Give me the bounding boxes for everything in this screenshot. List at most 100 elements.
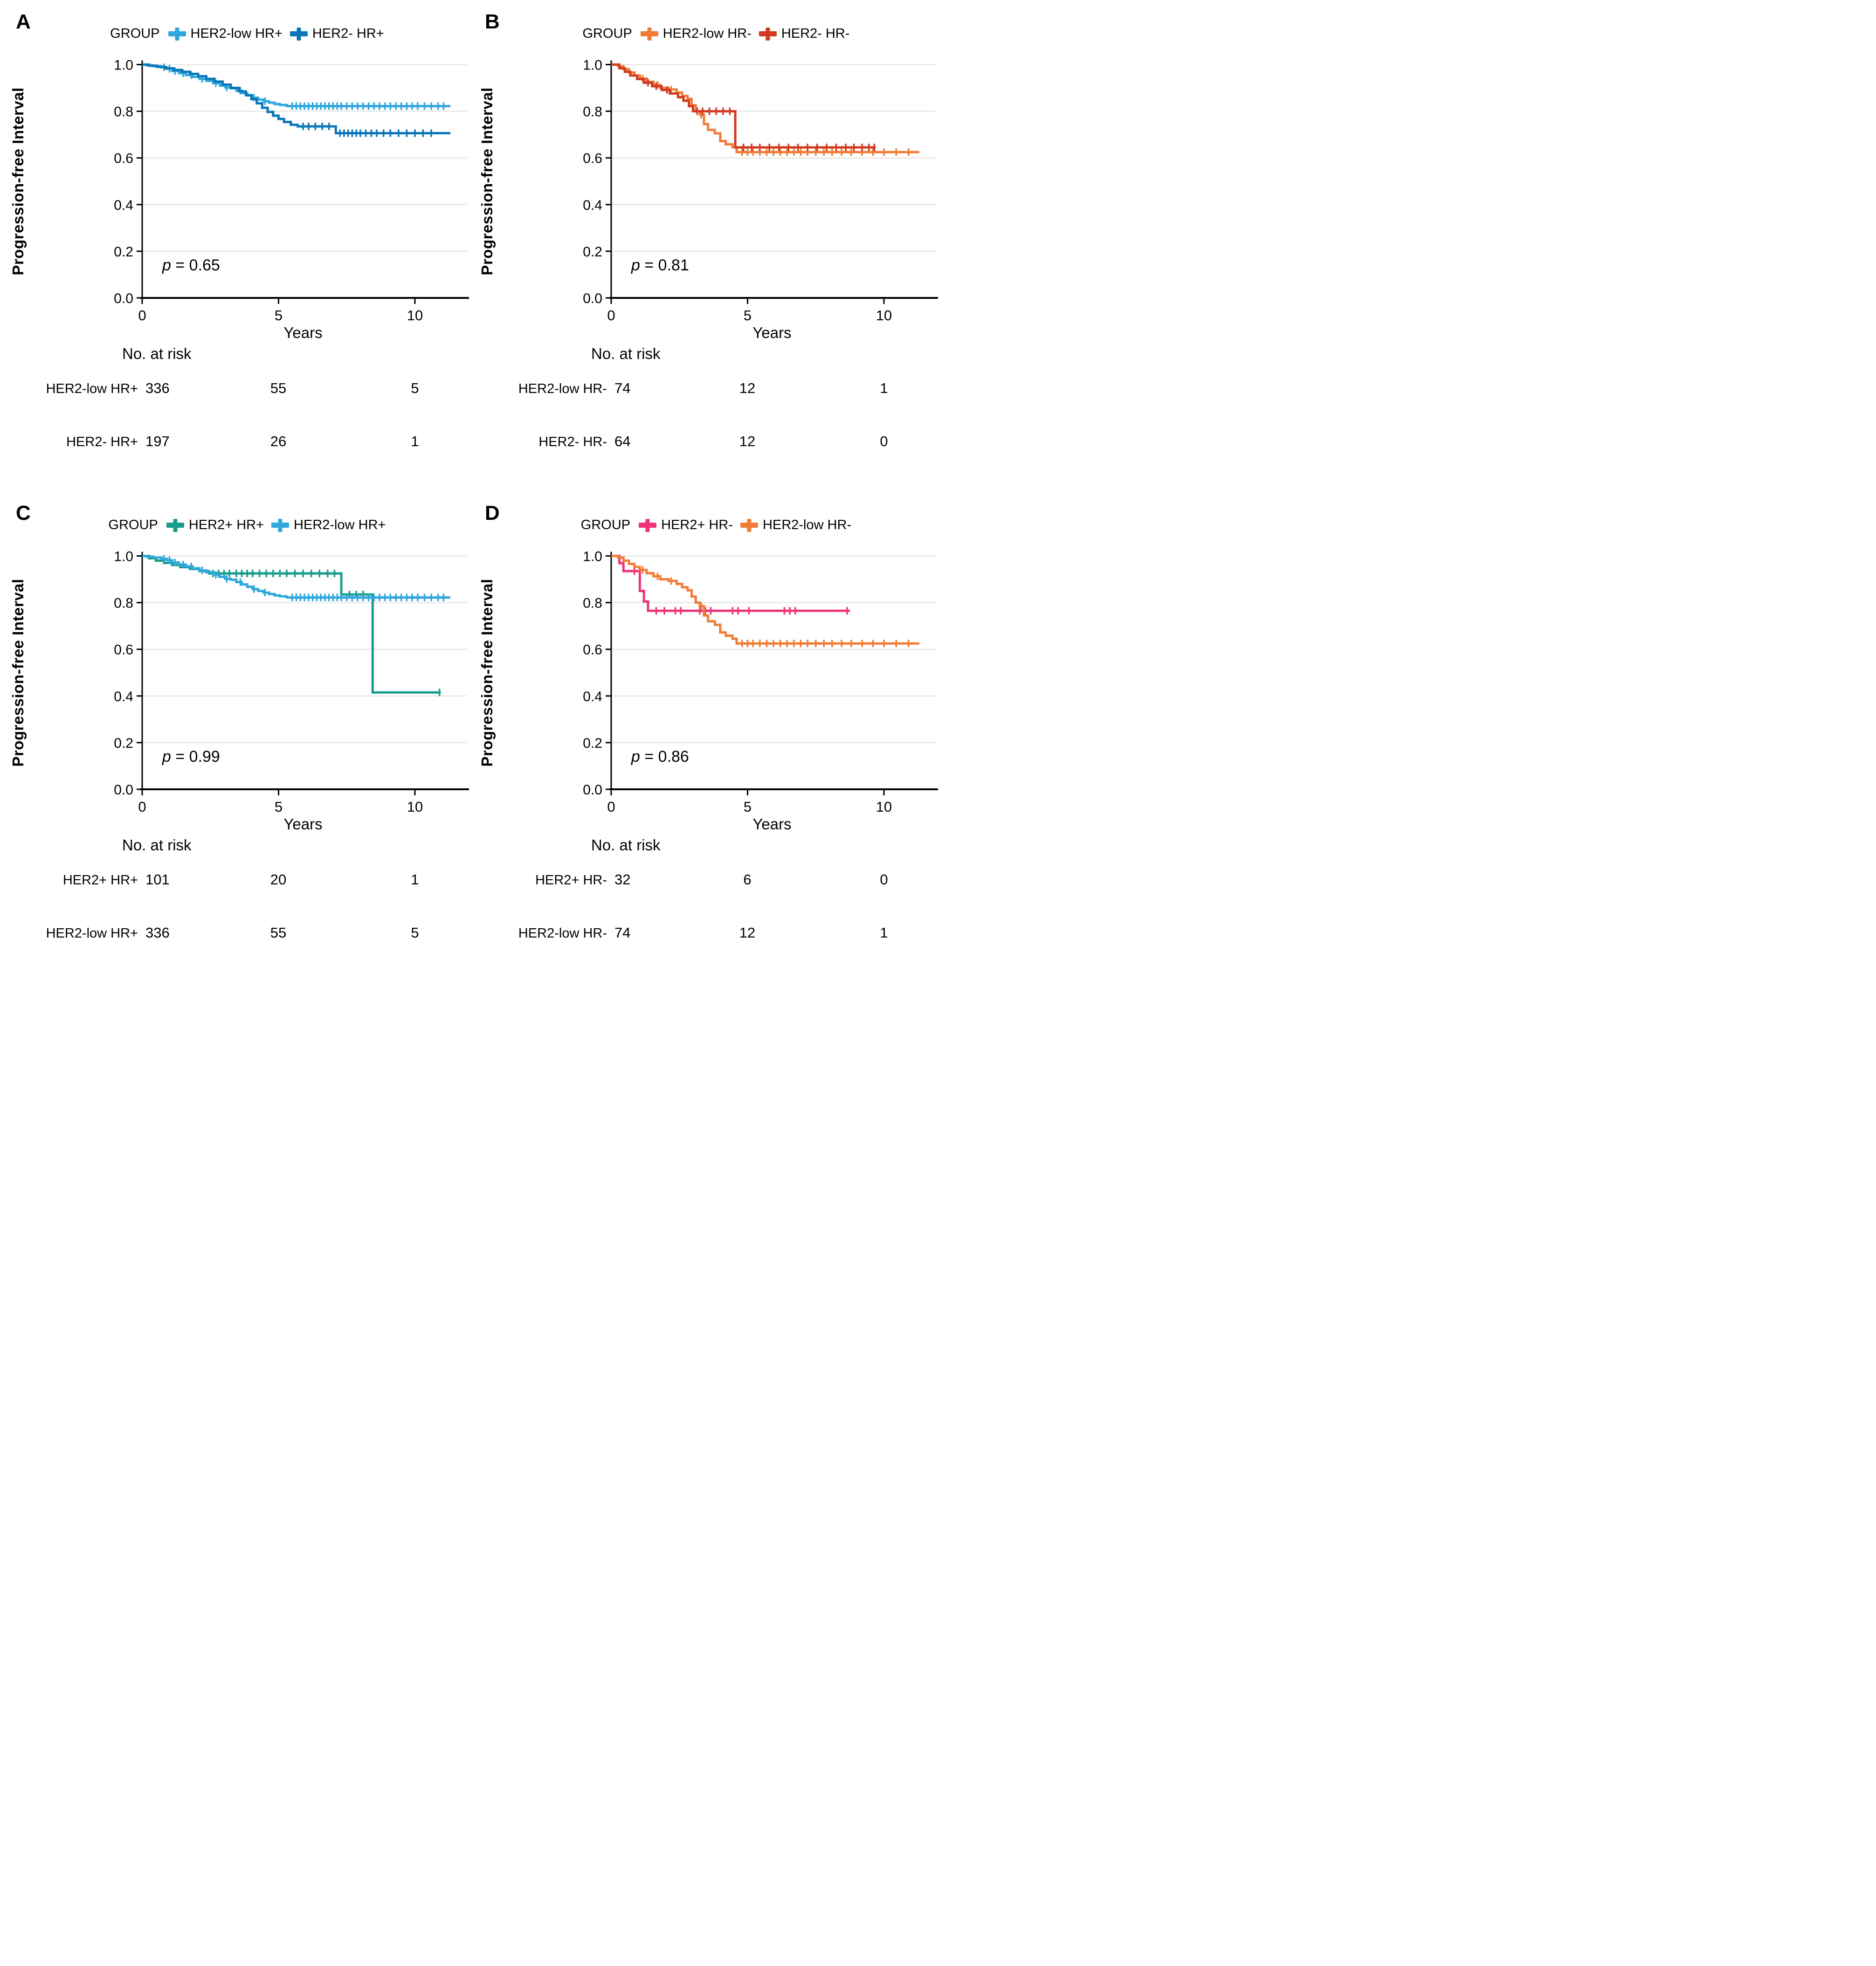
risk-count-0y: 74 bbox=[614, 380, 630, 396]
risk-count-10y: 1 bbox=[880, 924, 888, 941]
risk-row-label: HER2-low HR- bbox=[518, 926, 607, 941]
censor-plus-swatch-icon bbox=[740, 518, 759, 532]
y-tick-label: 1.0 bbox=[114, 58, 133, 73]
legend-label: HER2- HR- bbox=[781, 26, 850, 41]
legend-title: GROUP bbox=[580, 517, 631, 532]
legend-label: HER2-low HR- bbox=[662, 26, 752, 41]
x-tick-label: 10 bbox=[876, 799, 892, 815]
y-tick-label: 0.6 bbox=[583, 151, 602, 166]
legend: GROUP HER2+ HR- HER2-low HR- bbox=[530, 517, 903, 533]
panel-B: B GROUP HER2-low HR- HER2- HR- 0.0 0.2 0.4 0… bbox=[469, 0, 938, 491]
p-value: p = 0.81 bbox=[631, 256, 689, 274]
legend-title: GROUP bbox=[582, 26, 632, 41]
legend-title: GROUP bbox=[108, 517, 158, 532]
y-tick-label: 0.4 bbox=[114, 689, 133, 704]
legend-item: HER2- HR- bbox=[759, 26, 850, 41]
risk-count-5y: 55 bbox=[270, 924, 286, 941]
risk-count-0y: 32 bbox=[614, 871, 630, 888]
y-tick-label: 0.6 bbox=[114, 151, 133, 166]
censor-ticks bbox=[633, 567, 848, 615]
y-tick-label: 0.4 bbox=[114, 198, 133, 213]
p-value: p = 0.65 bbox=[162, 256, 220, 274]
km-curve bbox=[611, 63, 876, 149]
censor-plus-swatch-icon bbox=[639, 518, 657, 532]
y-tick-label: 1.0 bbox=[114, 549, 133, 565]
censor-plus-swatch-icon bbox=[759, 27, 777, 41]
risk-row-label: HER2+ HR- bbox=[535, 873, 607, 888]
censor-ticks bbox=[647, 79, 876, 152]
x-tick-label: 5 bbox=[275, 307, 283, 324]
x-tick-label: 0 bbox=[607, 307, 615, 324]
legend-item: HER2- HR+ bbox=[290, 26, 384, 41]
legend: GROUP HER2+ HR+ HER2-low HR+ bbox=[61, 517, 434, 533]
panel-D: D GROUP HER2+ HR- HER2-low HR- 0.0 0.2 0.4 0… bbox=[469, 491, 938, 983]
censor-ticks bbox=[212, 570, 441, 697]
p-value: p = 0.99 bbox=[162, 748, 220, 766]
legend-item: HER2+ HR+ bbox=[166, 517, 264, 533]
risk-count-10y: 5 bbox=[411, 380, 419, 396]
censor-ticks bbox=[302, 123, 432, 137]
risk-count-5y: 12 bbox=[739, 924, 755, 941]
y-tick-label: 1.0 bbox=[583, 549, 602, 565]
risk-count-5y: 12 bbox=[739, 380, 755, 396]
y-tick-label: 0.8 bbox=[114, 104, 133, 120]
km-curve bbox=[611, 555, 920, 645]
y-tick-label: 0.0 bbox=[583, 782, 602, 798]
censor-ticks bbox=[641, 566, 910, 648]
risk-row-label: HER2- HR- bbox=[538, 435, 607, 449]
risk-count-10y: 1 bbox=[411, 871, 419, 888]
panel-A: A GROUP HER2-low HR+ HER2- HR+ 0.0 0.2 0.4 0… bbox=[0, 0, 469, 491]
risk-count-5y: 6 bbox=[743, 871, 751, 888]
y-axis-title: Progression-free Interval bbox=[478, 87, 496, 275]
risk-count-0y: 74 bbox=[614, 924, 630, 941]
legend-item: HER2-low HR+ bbox=[168, 26, 283, 41]
y-tick-label: 0.2 bbox=[114, 244, 133, 260]
y-tick-label: 0.2 bbox=[114, 736, 133, 751]
risk-count-5y: 26 bbox=[270, 433, 286, 449]
legend-label: HER2-low HR- bbox=[763, 517, 852, 532]
risk-row-label: HER2-low HR- bbox=[518, 381, 607, 396]
risk-row-label: HER2+ HR+ bbox=[63, 873, 138, 888]
legend-item: HER2-low HR- bbox=[740, 517, 851, 533]
legend: GROUP HER2-low HR+ HER2- HR+ bbox=[61, 26, 434, 41]
x-axis-title: Years bbox=[283, 324, 322, 341]
y-tick-label: 0.4 bbox=[583, 689, 602, 704]
x-tick-label: 0 bbox=[607, 799, 615, 815]
legend-item: HER2+ HR- bbox=[639, 517, 733, 533]
risk-count-5y: 12 bbox=[739, 433, 755, 449]
y-tick-label: 0.8 bbox=[583, 104, 602, 120]
risk-count-5y: 55 bbox=[270, 380, 286, 396]
legend-label: HER2-low HR+ bbox=[294, 517, 386, 532]
risk-count-0y: 101 bbox=[145, 871, 170, 888]
x-tick-label: 0 bbox=[138, 799, 146, 815]
censor-plus-swatch-icon bbox=[168, 27, 186, 41]
legend-item: HER2-low HR- bbox=[640, 26, 752, 41]
legend: GROUP HER2-low HR- HER2- HR- bbox=[530, 26, 903, 41]
km-curve bbox=[611, 555, 850, 612]
legend-item: HER2-low HR+ bbox=[271, 517, 386, 533]
censor-ticks bbox=[641, 75, 910, 156]
panel-letter: B bbox=[485, 10, 500, 33]
legend-label: HER2+ HR+ bbox=[188, 517, 264, 532]
risk-count-5y: 20 bbox=[270, 871, 286, 888]
risk-count-10y: 0 bbox=[880, 433, 888, 449]
legend-label: HER2+ HR- bbox=[661, 517, 733, 532]
x-tick-label: 10 bbox=[407, 799, 423, 815]
y-tick-label: 0.0 bbox=[114, 782, 133, 798]
y-tick-label: 0.6 bbox=[114, 642, 133, 658]
risk-row-label: HER2-low HR+ bbox=[46, 381, 138, 396]
legend-title: GROUP bbox=[110, 26, 160, 41]
y-tick-label: 0.6 bbox=[583, 642, 602, 658]
risk-count-0y: 64 bbox=[614, 433, 630, 449]
x-tick-label: 5 bbox=[744, 799, 752, 815]
x-tick-label: 5 bbox=[275, 799, 283, 815]
censor-ticks bbox=[163, 555, 445, 601]
risk-row-label: HER2- HR+ bbox=[66, 435, 138, 449]
censor-plus-swatch-icon bbox=[290, 27, 308, 41]
km-curve bbox=[142, 555, 451, 599]
panel-letter: D bbox=[485, 502, 500, 524]
figure-grid: A GROUP HER2-low HR+ HER2- HR+ 0.0 0.2 0.4 0… bbox=[0, 0, 938, 983]
p-value: p = 0.86 bbox=[631, 748, 689, 766]
y-tick-label: 0.8 bbox=[583, 596, 602, 611]
x-tick-label: 10 bbox=[876, 307, 892, 324]
